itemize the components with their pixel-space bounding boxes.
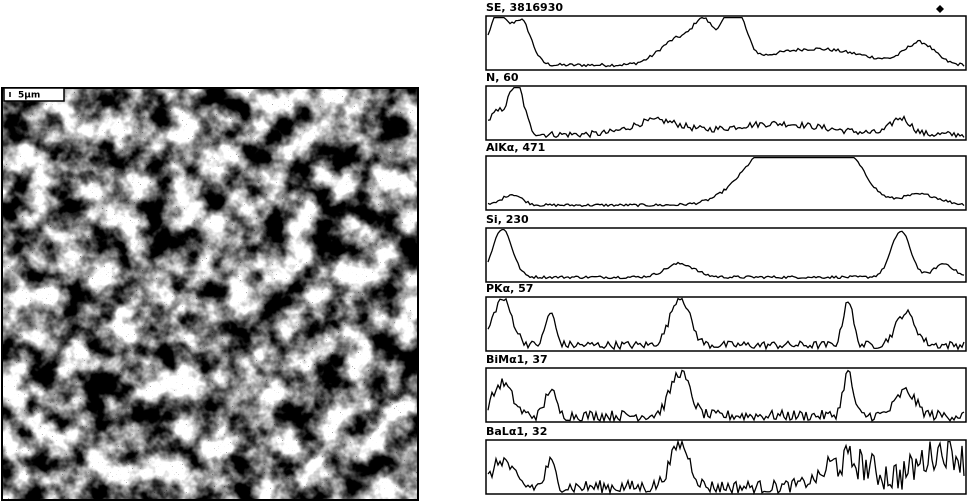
panel-label: PKα, 57 bbox=[486, 282, 533, 295]
panel-label: N, 60 bbox=[486, 71, 519, 84]
panel-label: BaLα1, 32 bbox=[486, 425, 547, 438]
profile-line bbox=[487, 86, 965, 139]
scale-box bbox=[3, 87, 65, 102]
panel-frame bbox=[485, 85, 967, 141]
panel-frame bbox=[485, 15, 967, 71]
sem-image: 5μm bbox=[1, 87, 419, 501]
profile-line bbox=[487, 439, 965, 496]
line-scans: SE, 3816930 N, 60 AlKα, 471 Si, 230 PKα, 57 B… bbox=[485, 1, 967, 496]
panel-frame bbox=[485, 155, 967, 211]
panel-label: BiMα1, 37 bbox=[486, 353, 548, 366]
panel-label: AlKα, 471 bbox=[486, 141, 545, 154]
profile-line bbox=[487, 156, 965, 208]
panel-frame bbox=[485, 227, 967, 283]
panel-frame bbox=[485, 296, 967, 352]
panel-label: SE, 3816930 bbox=[486, 1, 563, 14]
panel-label: Si, 230 bbox=[486, 213, 529, 226]
panel-frame bbox=[485, 439, 967, 495]
profile-line bbox=[487, 16, 965, 68]
scale-label: 5μm bbox=[18, 91, 40, 101]
panel-frame bbox=[485, 367, 967, 423]
profile-line bbox=[487, 228, 965, 280]
profile-line bbox=[487, 297, 965, 351]
profile-line bbox=[487, 369, 965, 423]
marker bbox=[936, 5, 944, 13]
